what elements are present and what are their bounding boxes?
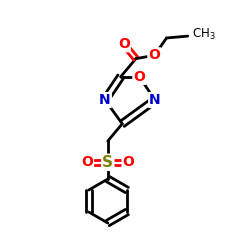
Text: O: O <box>118 37 130 51</box>
Text: N: N <box>99 93 111 107</box>
Text: O: O <box>81 155 93 169</box>
Text: CH$_3$: CH$_3$ <box>192 27 216 42</box>
Text: N: N <box>149 93 161 107</box>
Text: O: O <box>134 70 145 84</box>
Text: O: O <box>148 48 160 62</box>
Text: O: O <box>122 155 134 169</box>
Text: S: S <box>102 155 113 170</box>
